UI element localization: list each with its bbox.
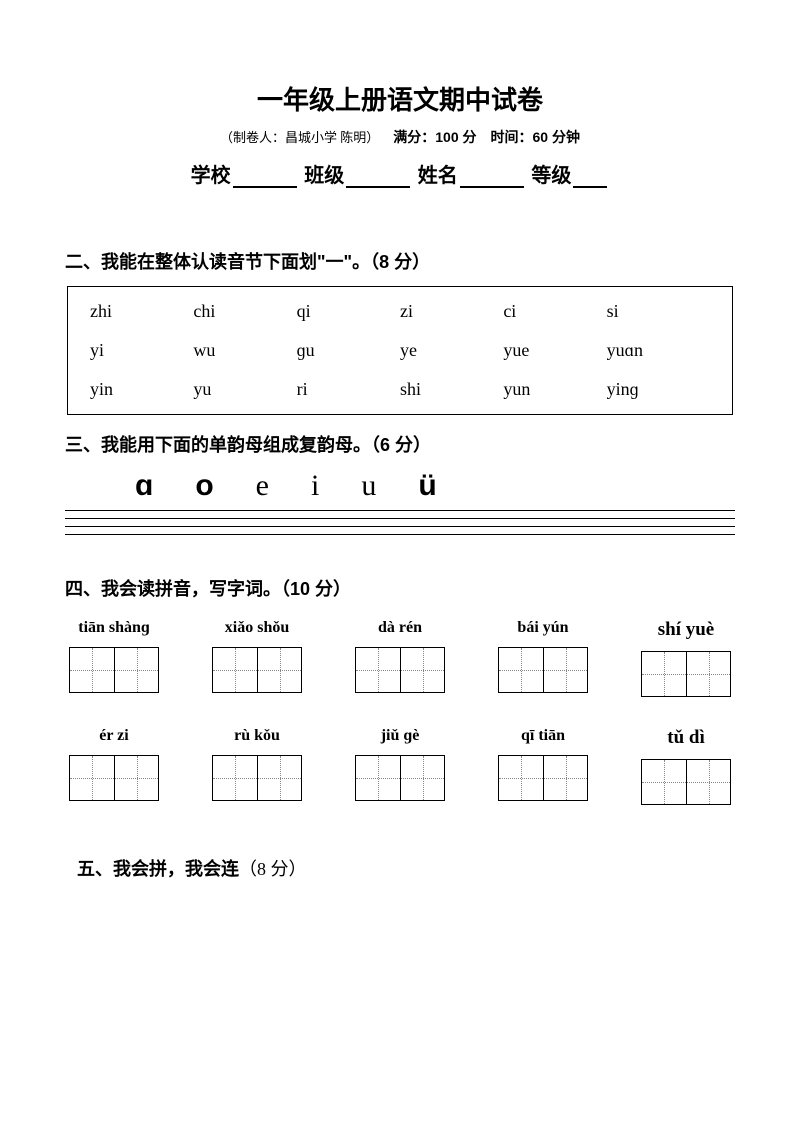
q4-pinyin: shí yuè <box>658 619 715 641</box>
syll: yuɑn <box>607 340 710 361</box>
q4-pinyin: xiǎo shǒu <box>225 619 289 637</box>
syll: zi <box>400 301 503 322</box>
q4-pinyin: tǔ dì <box>667 727 705 749</box>
q4-item: bái yún <box>498 619 588 697</box>
syll: yi <box>90 340 193 361</box>
time-label: 时间： <box>491 129 533 145</box>
syll: si <box>607 301 710 322</box>
tianzi-grid[interactable] <box>641 759 731 805</box>
q4-pinyin: rù kǒu <box>234 727 280 745</box>
q4-pinyin: ér zi <box>99 727 128 745</box>
q4-item: xiǎo shǒu <box>212 619 302 697</box>
field-class: 班级 <box>304 165 344 187</box>
q3-vowel-row: ɑ o e i u ü <box>65 469 735 503</box>
tianzi-grid[interactable] <box>641 651 731 697</box>
page-title: 一年级上册语文期中试卷 <box>65 80 735 117</box>
q4-heading: 四、我会读拼音，写字词。（10 分） <box>65 575 735 601</box>
blank-class[interactable] <box>346 170 410 188</box>
q2-syllable-box: zhi chi qi zi ci si yi wu ɡu ye yue yuɑn… <box>67 286 733 415</box>
field-school: 学校 <box>191 165 231 187</box>
q4-item: jiǔ ɡè <box>355 727 445 805</box>
subtitle-line: （制卷人：昌城小学 陈明） 满分：100 分 时间：60 分钟 <box>65 127 735 147</box>
tianzi-grid[interactable] <box>212 755 302 801</box>
blank-name[interactable] <box>460 170 524 188</box>
q4-item: shí yuè <box>641 619 731 697</box>
q5-heading: 五、我会拼，我会连（8 分） <box>65 855 735 881</box>
vowel: ɑ <box>135 469 153 503</box>
q4-item: rù kǒu <box>212 727 302 805</box>
syll: wu <box>193 340 296 361</box>
q4-row-1: tiān shànɡ xiǎo shǒu dà rén bái yún shí … <box>65 619 735 697</box>
syll: chi <box>193 301 296 322</box>
vowel: o <box>195 469 213 503</box>
q4-item: ér zi <box>69 727 159 805</box>
syll: ye <box>400 340 503 361</box>
syll: ri <box>297 379 400 400</box>
tianzi-grid[interactable] <box>69 755 159 801</box>
field-grade: 等级 <box>531 165 571 187</box>
tianzi-grid[interactable] <box>69 647 159 693</box>
q4-pinyin: dà rén <box>378 619 422 637</box>
q3-writing-lines[interactable] <box>65 510 735 535</box>
q4-pinyin: bái yún <box>517 619 568 637</box>
vowel: i <box>311 469 319 503</box>
q4-pinyin: jiǔ ɡè <box>381 727 420 745</box>
tianzi-grid[interactable] <box>498 647 588 693</box>
q4-item: dà rén <box>355 619 445 697</box>
tianzi-grid[interactable] <box>498 755 588 801</box>
q3-heading: 三、我能用下面的单韵母组成复韵母。（6 分） <box>65 431 735 457</box>
info-line: 学校 班级 姓名 等级 <box>65 159 735 188</box>
q4-item: tǔ dì <box>641 727 731 805</box>
fullscore-value: 100 分 <box>435 129 476 145</box>
syll: qi <box>297 301 400 322</box>
syll: yinɡ <box>607 379 710 400</box>
tianzi-grid[interactable] <box>355 647 445 693</box>
syll: yun <box>503 379 606 400</box>
syll: yin <box>90 379 193 400</box>
q4-item: tiān shànɡ <box>69 619 159 697</box>
q4-pinyin: qī tiān <box>521 727 565 745</box>
q4-item: qī tiān <box>498 727 588 805</box>
blank-grade[interactable] <box>573 170 607 188</box>
q2-row-1: zhi chi qi zi ci si <box>90 301 710 322</box>
fullscore-label: 满分： <box>393 129 435 145</box>
blank-school[interactable] <box>233 170 297 188</box>
q4-pinyin: tiān shànɡ <box>78 619 150 637</box>
tianzi-grid[interactable] <box>212 647 302 693</box>
tianzi-grid[interactable] <box>355 755 445 801</box>
syll: zhi <box>90 301 193 322</box>
q5-heading-bold: 五、我会拼，我会连 <box>77 859 239 879</box>
syll: yue <box>503 340 606 361</box>
syll: shi <box>400 379 503 400</box>
q4-row-2: ér zi rù kǒu jiǔ ɡè qī tiān tǔ dì <box>65 727 735 805</box>
vowel: u <box>361 469 376 503</box>
field-name: 姓名 <box>418 165 458 187</box>
q2-row-2: yi wu ɡu ye yue yuɑn <box>90 340 710 361</box>
vowel: e <box>256 469 269 503</box>
q2-row-3: yin yu ri shi yun yinɡ <box>90 379 710 400</box>
vowel: ü <box>418 469 436 503</box>
syll: ɡu <box>297 340 400 361</box>
q2-heading: 二、我能在整体认读音节下面划"一"。（8 分） <box>65 248 735 274</box>
q5-heading-points: （8 分） <box>239 859 307 879</box>
author-text: （制卷人：昌城小学 陈明） <box>220 130 379 145</box>
syll: ci <box>503 301 606 322</box>
time-value: 60 分钟 <box>533 129 580 145</box>
syll: yu <box>193 379 296 400</box>
